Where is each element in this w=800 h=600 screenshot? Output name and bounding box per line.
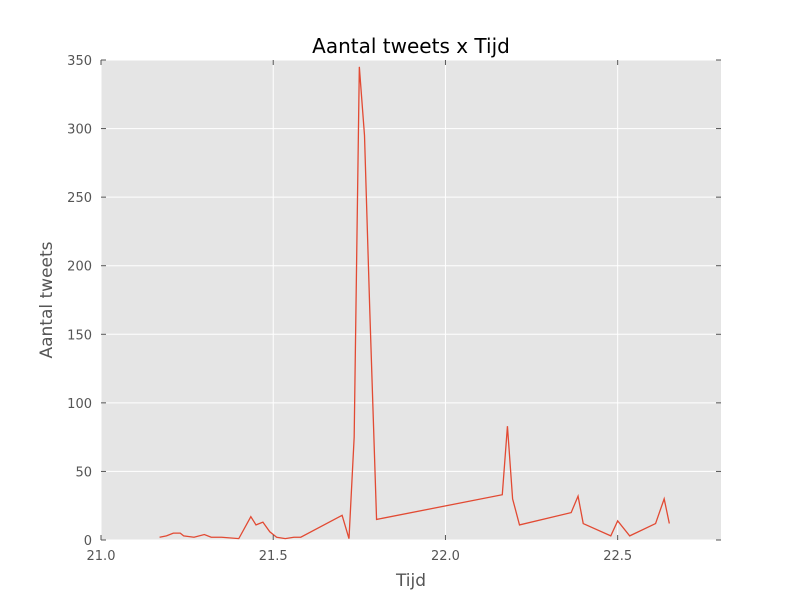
series-line: [159, 66, 670, 540]
y-axis-label: Aantal tweets: [37, 241, 57, 358]
y-tick-label: 250: [67, 191, 92, 206]
y-tick-label: 100: [67, 397, 92, 412]
x-tick-label: 22.5: [603, 549, 632, 564]
tick-labels: 21.0 21.5 22.0 22.5 0 50 100 150 200 250 300 350: [67, 54, 632, 564]
plot-background: [101, 60, 721, 540]
x-axis-label: Tijd: [395, 571, 426, 591]
y-tick-label: 300: [67, 123, 92, 138]
y-tick-label: 50: [75, 465, 92, 480]
x-tick-label: 22.0: [431, 549, 460, 564]
chart-title: Aantal tweets x Tijd: [312, 34, 510, 58]
y-tick-label: 200: [67, 260, 92, 275]
series-layer: [159, 66, 670, 540]
tick-marks: [100, 59, 721, 541]
y-tick-label: 350: [67, 54, 92, 69]
y-tick-label: 150: [67, 328, 92, 343]
x-tick-label: 21.5: [259, 549, 288, 564]
grid-lines: [100, 59, 721, 541]
x-tick-label: 21.0: [87, 549, 116, 564]
y-tick-label: 0: [84, 534, 92, 549]
